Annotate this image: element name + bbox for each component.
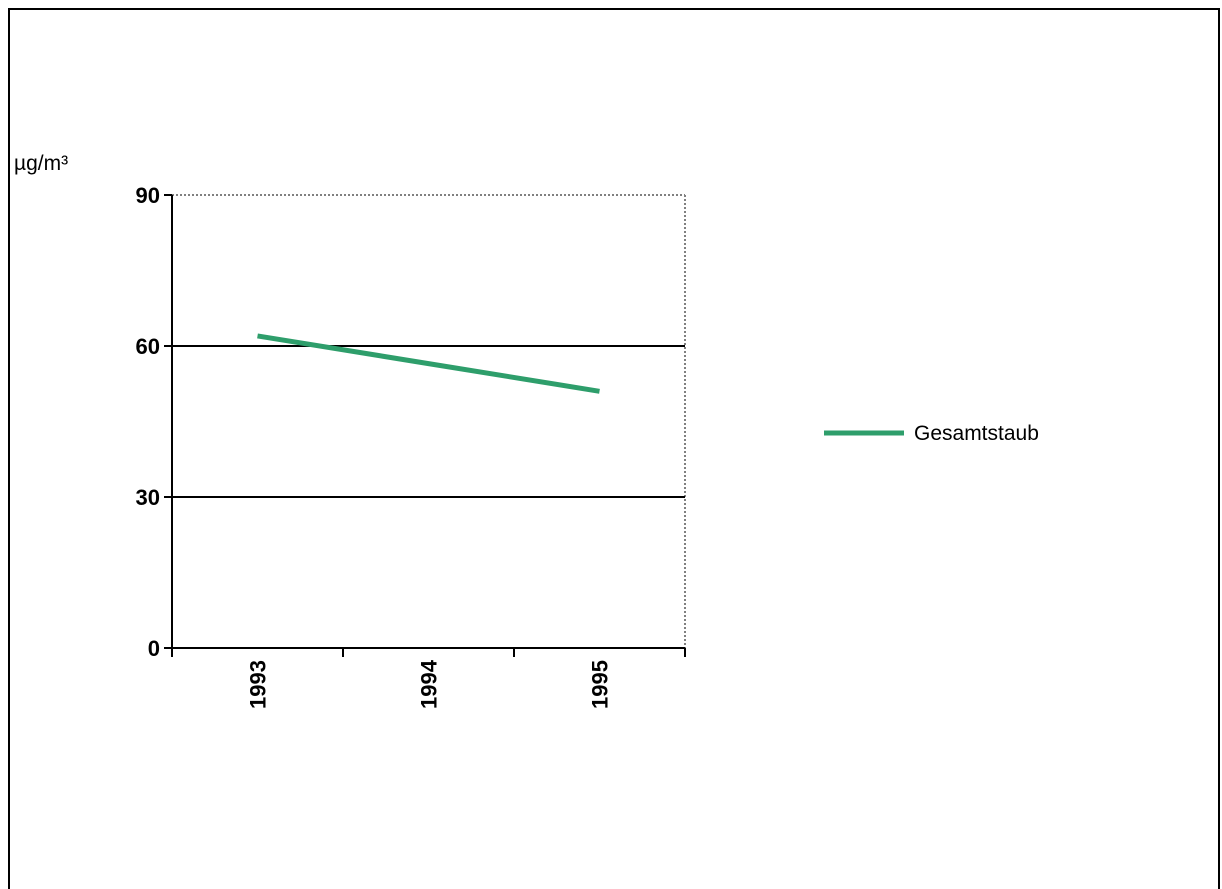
- y-axis-unit-label: µg/m³: [14, 152, 68, 175]
- y-tick-label-0: 0: [148, 636, 160, 661]
- y-tick-label-30: 30: [136, 485, 160, 510]
- chart-frame: [8, 8, 1220, 889]
- x-tick-label-1994: 1994: [417, 659, 442, 709]
- legend: Gesamtstaub: [824, 422, 1039, 445]
- plot-area: 0 30 60 90 1993 1994 1995: [136, 183, 686, 709]
- x-tick-label-1993: 1993: [246, 660, 271, 709]
- y-tick-label-90: 90: [136, 183, 160, 208]
- y-tick-label-60: 60: [136, 334, 160, 359]
- legend-label-gesamtstaub: Gesamtstaub: [914, 422, 1039, 445]
- x-tick-label-1995: 1995: [588, 660, 613, 709]
- series-line-gesamtstaub: [257, 333, 600, 394]
